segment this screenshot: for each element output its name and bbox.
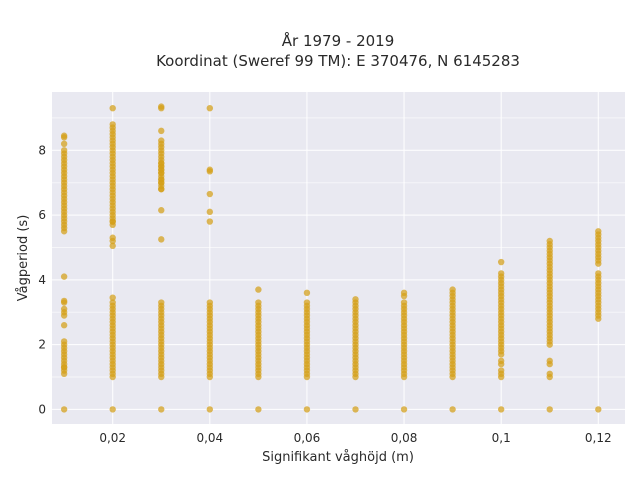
x-tick-label: 0,02 <box>99 431 126 445</box>
data-point <box>206 166 214 173</box>
data-point <box>206 190 214 198</box>
x-tick-label: 0,12 <box>585 431 612 445</box>
data-point <box>303 289 311 297</box>
data-point <box>206 208 214 216</box>
chart-title: År 1979 - 2019 <box>282 31 395 50</box>
y-tick-label: 0 <box>38 402 46 416</box>
x-tick-label: 0,1 <box>492 431 511 445</box>
y-tick-label: 6 <box>38 208 46 222</box>
data-point <box>158 185 165 193</box>
data-point <box>595 270 602 277</box>
y-axis-ticks: 0 2 4 6 8 <box>38 143 46 416</box>
data-point <box>109 234 116 241</box>
data-point <box>158 207 165 214</box>
data-point <box>109 121 116 128</box>
data-point <box>400 406 408 413</box>
data-point <box>400 289 408 297</box>
data-point <box>158 176 165 183</box>
x-tick-label: 0,04 <box>196 431 223 445</box>
data-point <box>60 322 68 329</box>
data-point <box>255 299 262 306</box>
data-point <box>109 218 116 225</box>
data-point <box>109 105 116 112</box>
data-point <box>400 299 408 306</box>
data-point <box>60 297 68 305</box>
data-point <box>546 370 553 377</box>
x-tick-label: 0,06 <box>294 431 321 445</box>
data-point <box>158 137 165 144</box>
plot-area <box>52 92 625 424</box>
data-point <box>109 406 116 413</box>
data-point <box>60 273 68 280</box>
x-axis-ticks: 0,02 0,04 0,06 0,08 0,1 0,12 <box>99 431 611 445</box>
data-point <box>546 406 553 413</box>
data-point <box>497 357 505 365</box>
chart-subtitle: Koordinat (Sweref 99 TM): E 370476, N 61… <box>156 52 520 70</box>
data-point <box>206 299 214 306</box>
y-tick-label: 8 <box>38 143 46 157</box>
data-point <box>158 127 165 135</box>
data-point <box>158 236 165 243</box>
data-point <box>449 286 456 293</box>
data-point <box>109 294 116 301</box>
data-point <box>60 406 68 413</box>
data-point <box>449 406 456 413</box>
data-point <box>60 140 68 148</box>
data-point <box>255 406 262 413</box>
data-points <box>60 103 602 413</box>
data-point <box>303 299 311 306</box>
data-point <box>497 270 505 277</box>
data-point <box>60 147 68 154</box>
data-point <box>595 406 602 413</box>
data-point <box>497 367 505 374</box>
data-point <box>60 338 68 345</box>
data-point <box>60 364 68 371</box>
data-point <box>109 299 116 306</box>
data-point <box>206 218 214 225</box>
data-point <box>60 132 68 139</box>
x-axis-title: Signifikant våghöjd (m) <box>262 450 414 465</box>
data-point <box>497 258 505 266</box>
data-point <box>352 406 359 413</box>
data-point <box>546 237 553 245</box>
data-point <box>546 357 553 365</box>
data-point <box>303 406 311 413</box>
y-axis-title: Vågperiod (s) <box>16 215 31 302</box>
y-tick-label: 4 <box>38 273 46 287</box>
data-point <box>158 160 165 167</box>
data-point <box>206 406 214 413</box>
data-point <box>497 406 505 413</box>
data-point <box>109 242 116 250</box>
data-point <box>206 105 214 112</box>
data-point <box>60 305 68 313</box>
data-point <box>158 299 165 306</box>
data-point <box>595 228 602 235</box>
x-tick-label: 0,08 <box>391 431 418 445</box>
data-point <box>255 286 262 293</box>
data-point <box>352 296 359 303</box>
data-point <box>158 406 165 413</box>
data-point <box>158 103 165 110</box>
y-tick-label: 2 <box>38 338 46 352</box>
